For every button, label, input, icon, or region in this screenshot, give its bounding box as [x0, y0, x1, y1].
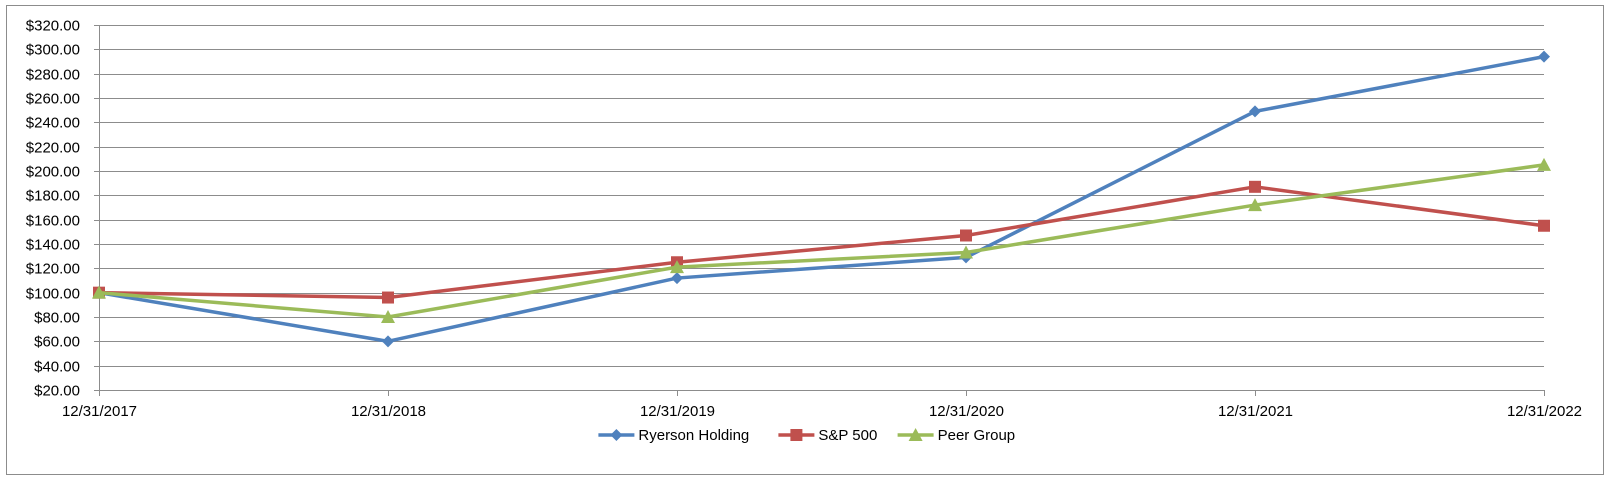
y-tick-label: $180.00 [26, 188, 80, 205]
series-line-s-p-500 [98, 185, 1545, 300]
legend-marker [790, 429, 803, 441]
x-tick-label: 12/31/2018 [351, 403, 426, 420]
y-tick-label: $120.00 [26, 261, 80, 278]
axes [94, 25, 1545, 396]
y-tick-label: $140.00 [26, 237, 80, 254]
data-point-ryerson-holding [382, 335, 394, 348]
y-tick-label: $100.00 [26, 286, 80, 303]
legend-marker [610, 429, 623, 441]
y-tick-label: $260.00 [26, 91, 80, 108]
data-point-s-p-500 [1249, 180, 1261, 193]
series-peer-group [92, 157, 1551, 323]
x-tick-label: 12/31/2022 [1507, 403, 1582, 420]
y-tick-label: $300.00 [26, 42, 80, 59]
x-tick-label: 12/31/2021 [1218, 403, 1293, 420]
y-tick-label: $40.00 [34, 359, 80, 376]
series-lines [92, 50, 1551, 348]
data-point-peer-group [92, 285, 106, 299]
data-point-peer-group [959, 245, 973, 259]
y-tick-label: $280.00 [26, 67, 80, 84]
y-tick-label: $200.00 [26, 164, 80, 181]
data-point-peer-group [1537, 157, 1551, 171]
legend: Ryerson Holding S&P 500 Peer Group [598, 427, 1015, 444]
y-tick-label: $160.00 [26, 213, 80, 230]
legend-label: S&P 500 [818, 427, 877, 444]
data-point-ryerson-holding [1538, 50, 1550, 63]
data-point-peer-group [381, 310, 395, 323]
series-line-peer-group [98, 163, 1545, 319]
data-point-ryerson-holding [1249, 105, 1261, 118]
y-tick-label: $240.00 [26, 115, 80, 132]
x-tick-labels: 12/31/2017 12/31/2018 12/31/2019 12/31/2020… [62, 403, 1582, 420]
x-tick-label: 12/31/2017 [62, 403, 137, 420]
data-point-s-p-500 [960, 229, 972, 242]
legend-item-s-p-500: S&P 500 [778, 427, 877, 444]
legend-item-ryerson-holding: Ryerson Holding [598, 427, 749, 444]
data-point-ryerson-holding [671, 272, 683, 285]
x-tick-label: 12/31/2019 [640, 403, 715, 420]
y-tick-label: $60.00 [34, 334, 80, 351]
legend-marker [908, 428, 923, 441]
data-point-s-p-500 [382, 291, 394, 304]
legend-item-peer-group: Peer Group [897, 427, 1016, 444]
legend-label: Ryerson Holding [638, 427, 749, 444]
data-point-peer-group [1248, 198, 1262, 212]
legend-label: Peer Group [938, 427, 1016, 444]
x-tick-label: 12/31/2020 [929, 403, 1004, 420]
y-tick-labels: $20.00 $40.00 $60.00 $80.00 $100.00 $120.00 $1… [26, 18, 80, 400]
y-tick-label: $20.00 [34, 383, 80, 400]
chart-border [6, 5, 1604, 475]
y-tick-label: $80.00 [34, 310, 80, 327]
data-point-peer-group [670, 260, 684, 274]
data-point-s-p-500 [1538, 219, 1550, 232]
y-tick-label: $320.00 [26, 18, 80, 35]
series-line-ryerson-holding [98, 54, 1545, 344]
y-tick-label: $220.00 [26, 140, 80, 157]
